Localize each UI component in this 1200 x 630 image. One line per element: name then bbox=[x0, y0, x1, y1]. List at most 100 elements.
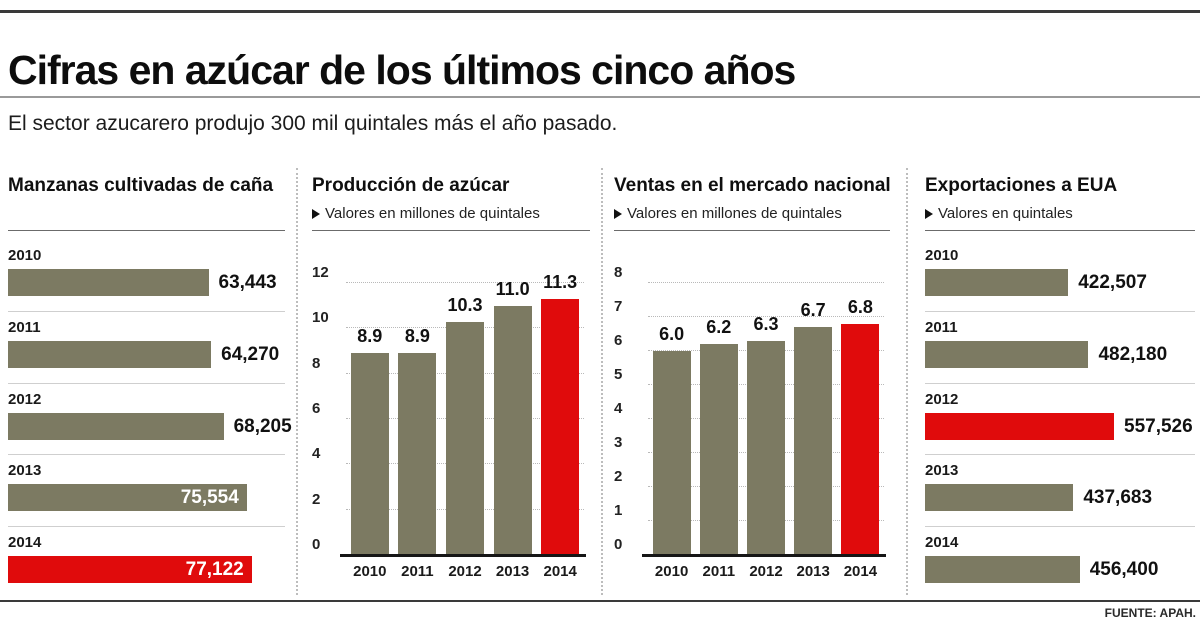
y-tick-label: 5 bbox=[614, 366, 623, 383]
value-label: 6.0 bbox=[659, 324, 685, 344]
year-label: 2012 bbox=[8, 390, 42, 408]
axis-baseline bbox=[642, 554, 886, 557]
value-label: 8.9 bbox=[404, 326, 430, 347]
bar-track: 422,507 bbox=[925, 269, 1195, 296]
bar bbox=[747, 340, 785, 555]
panel-subtitle: Valores en quintales bbox=[925, 205, 1073, 222]
bar bbox=[794, 327, 833, 555]
panel-subtitle-text: Valores en millones de quintales bbox=[325, 205, 540, 222]
bar-row: 2014 77,122 bbox=[8, 527, 285, 598]
bar bbox=[350, 353, 389, 555]
bar-row: 2011 64,270 bbox=[8, 312, 285, 384]
value-label: 456,400 bbox=[1089, 559, 1159, 581]
panel-subtitle: Valores en millones de quintales bbox=[312, 205, 540, 222]
vertical-bar-chart: 12 10 8 6 4 2 0 8.9 2010 8.9 2011 10.3 2012 11.0 2013 1… bbox=[312, 264, 586, 580]
bar-track: 63,443 bbox=[8, 269, 285, 296]
y-tick-label: 10 bbox=[312, 309, 329, 327]
x-axis-label: 2010 bbox=[353, 563, 387, 580]
bar bbox=[925, 556, 1080, 584]
value-label: 557,526 bbox=[1124, 415, 1193, 437]
value-label: 6.2 bbox=[706, 317, 732, 338]
panel-title: Exportaciones a EUA bbox=[925, 175, 1118, 196]
bar-track: 64,270 bbox=[8, 340, 285, 368]
bar bbox=[398, 353, 437, 555]
pointer-icon bbox=[925, 208, 933, 219]
year-label: 2012 bbox=[925, 390, 959, 408]
page-subtitle: El sector azucarero produjo 300 mil quin… bbox=[8, 112, 618, 135]
y-tick-label: 4 bbox=[614, 400, 623, 417]
bar bbox=[925, 340, 1089, 368]
year-label: 2010 bbox=[8, 247, 42, 264]
bar-row: 2013 437,683 bbox=[925, 455, 1195, 528]
bar bbox=[8, 412, 224, 440]
value-label: 10.3 bbox=[447, 294, 483, 315]
value-label: 6.3 bbox=[753, 313, 779, 334]
panel-header-rule bbox=[925, 230, 1195, 231]
value-label: 75,554 bbox=[180, 487, 239, 509]
panel-ventas-mercado-nacional: Ventas en el mercado nacional Valores en… bbox=[614, 165, 891, 598]
bar-row: 2011 482,180 bbox=[925, 312, 1195, 384]
bar-track: 75,554 bbox=[8, 484, 285, 512]
bar-row: 2014 456,400 bbox=[925, 527, 1195, 598]
bar bbox=[925, 484, 1074, 512]
footer-rule bbox=[0, 600, 1200, 602]
bar-track: 437,683 bbox=[925, 484, 1195, 512]
panel-header-rule bbox=[8, 230, 285, 231]
x-axis-label: 2012 bbox=[448, 563, 482, 580]
y-tick-label: 8 bbox=[312, 354, 321, 372]
year-label: 2014 bbox=[8, 534, 42, 552]
panel-produccion-azucar: Producción de azúcar Valores en millones… bbox=[312, 165, 590, 598]
bar-track: 482,180 bbox=[925, 340, 1195, 368]
bar-track: 557,526 bbox=[925, 412, 1195, 440]
panel-subtitle-text: Valores en millones de quintales bbox=[627, 205, 842, 222]
bar-track: 77,122 bbox=[8, 556, 285, 584]
pointer-icon bbox=[614, 208, 622, 219]
axis-baseline bbox=[340, 554, 586, 557]
value-label: 68,205 bbox=[233, 415, 292, 437]
grid-line: 12 bbox=[312, 264, 584, 283]
bar-row: 2010 63,443 bbox=[8, 240, 285, 312]
panel-title: Manzanas cultivadas de caña bbox=[8, 175, 274, 196]
year-label: 2014 bbox=[925, 534, 959, 552]
value-label: 64,270 bbox=[221, 343, 280, 365]
y-tick-label: 1 bbox=[614, 502, 623, 519]
pointer-icon bbox=[312, 208, 320, 219]
value-label: 482,180 bbox=[1098, 343, 1168, 365]
value-label: 422,507 bbox=[1078, 272, 1147, 293]
bar bbox=[541, 298, 580, 555]
source-credit: FUENTE: APAH. bbox=[1104, 606, 1196, 620]
bar bbox=[925, 269, 1069, 296]
panel-divider bbox=[601, 168, 603, 595]
panel-divider bbox=[296, 168, 298, 595]
value-label: 11.3 bbox=[543, 271, 578, 292]
horizontal-bar-chart: 2010 422,507 2011 482,180 2012 557,526 2013 437… bbox=[925, 240, 1195, 598]
panel-title: Producción de azúcar bbox=[312, 175, 510, 196]
y-tick-label: 0 bbox=[614, 536, 623, 553]
page-title: Cifras en azúcar de los últimos cinco añ… bbox=[8, 47, 796, 94]
panel-header-rule bbox=[312, 230, 590, 231]
bar bbox=[8, 340, 212, 368]
year-label: 2013 bbox=[925, 462, 959, 480]
grid-line: 8 bbox=[614, 264, 884, 283]
value-label: 63,443 bbox=[218, 272, 277, 293]
value-label: 11.0 bbox=[495, 278, 530, 299]
bar bbox=[8, 484, 247, 512]
panel-manzanas-cultivadas: Manzanas cultivadas de caña 2010 63,443 20… bbox=[8, 165, 292, 598]
bar-row: 2012 68,205 bbox=[8, 384, 292, 456]
x-axis-label: 2010 bbox=[654, 563, 689, 580]
value-label: 77,122 bbox=[185, 559, 244, 581]
value-label: 6.8 bbox=[847, 296, 873, 317]
y-tick-label: 3 bbox=[614, 434, 623, 451]
year-label: 2013 bbox=[8, 462, 42, 480]
panel-divider bbox=[906, 168, 908, 595]
bar bbox=[446, 321, 484, 555]
x-axis-label: 2013 bbox=[796, 563, 830, 580]
x-axis-label: 2014 bbox=[543, 563, 577, 580]
bar-row: 2013 75,554 bbox=[8, 455, 285, 528]
bar bbox=[841, 323, 880, 555]
title-divider bbox=[0, 96, 1200, 98]
x-axis-label: 2013 bbox=[495, 563, 530, 580]
bar-row: 2012 557,526 bbox=[925, 384, 1195, 456]
bar bbox=[8, 556, 252, 584]
panel-subtitle: Valores en millones de quintales bbox=[614, 205, 842, 222]
